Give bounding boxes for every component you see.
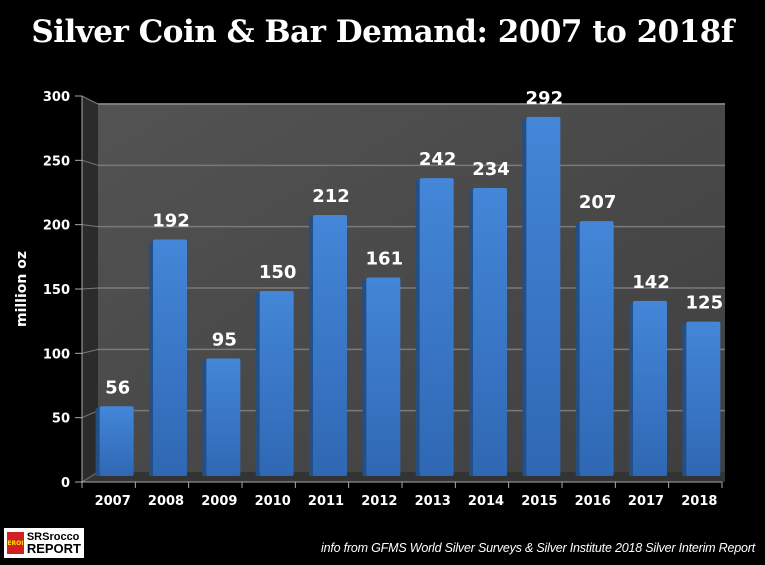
y-tick-label: 50: [52, 412, 70, 427]
srsrocco-report-logo: EROI SRSrocco REPORT: [4, 528, 84, 558]
y-tick-label: 0: [61, 476, 70, 491]
x-tick-label: 2013: [415, 494, 451, 509]
data-label: 207: [579, 192, 617, 213]
logo-line2: REPORT: [26, 541, 81, 556]
plot-floor: [82, 472, 725, 482]
bar: [153, 239, 187, 476]
y-tick-label: 300: [43, 90, 70, 105]
bar-side: [362, 279, 369, 476]
eroi-badge: EROI: [7, 532, 24, 554]
gridline-side: [81, 287, 99, 290]
gridline-side: [81, 159, 99, 166]
y-tick-label: 100: [43, 347, 70, 362]
bar-side: [629, 302, 635, 476]
bar: [473, 187, 507, 476]
bar-side: [469, 189, 475, 476]
x-tick-label: 2014: [468, 494, 504, 509]
bar: [633, 300, 667, 476]
data-label: 212: [312, 186, 350, 207]
y-tick-label: 250: [43, 154, 70, 169]
gridline-side: [81, 410, 99, 419]
y-axis-title: million oz: [14, 251, 30, 327]
gridline-side: [81, 348, 99, 354]
y-tick-label: 200: [43, 219, 70, 234]
x-tick-label: 2012: [361, 494, 397, 509]
bar: [259, 291, 294, 476]
logo-line1: SRSrocco: [26, 531, 80, 543]
y-tick-label: 150: [43, 283, 70, 298]
bars: [95, 116, 721, 477]
data-label: 161: [366, 249, 404, 270]
labels: 0 50 100 150 200 250 300 2007 56 2008 192 2009 95 201…: [43, 88, 723, 509]
data-label: 95: [212, 329, 237, 350]
data-label: 242: [419, 149, 457, 170]
bar: [526, 116, 561, 477]
gridlines: [81, 95, 725, 483]
x-tick-label: 2015: [521, 494, 557, 509]
bar-side: [255, 293, 262, 476]
bar-side: [95, 408, 102, 476]
x-tick-label: 2009: [201, 494, 237, 509]
gridline-side: [81, 224, 99, 228]
bar: [99, 406, 134, 476]
x-tick-label: 2011: [308, 494, 344, 509]
gridline-side: [81, 471, 99, 483]
bar: [366, 277, 401, 476]
bar-side: [682, 323, 689, 476]
data-label: 125: [686, 293, 724, 314]
bar-side: [149, 241, 155, 476]
bar: [313, 214, 347, 477]
data-label: 192: [152, 210, 190, 231]
bar: [206, 358, 241, 476]
data-label: 150: [259, 262, 297, 283]
axes: [75, 95, 723, 488]
x-tick-label: 2018: [681, 494, 717, 509]
data-label: 234: [472, 159, 510, 180]
chart-title: Silver Coin & Bar Demand: 2007 to 2018f: [31, 14, 734, 50]
data-label: 292: [526, 88, 564, 109]
gridline-side: [81, 95, 99, 105]
bar-side: [522, 118, 529, 477]
bar-side: [415, 180, 422, 476]
x-tick-label: 2016: [575, 494, 611, 509]
data-label: 56: [105, 377, 130, 398]
bar-side: [309, 216, 315, 477]
bar: [579, 221, 614, 476]
x-tick-label: 2007: [95, 494, 131, 509]
data-label: 142: [632, 272, 670, 293]
x-tick-label: 2010: [255, 494, 291, 509]
bar-side: [202, 360, 209, 476]
bar-side: [575, 223, 582, 476]
x-tick-label: 2008: [148, 494, 184, 509]
bar: [686, 321, 721, 476]
bar: [419, 178, 454, 476]
x-tick-label: 2017: [628, 494, 664, 509]
source-note: info from GFMS World Silver Surveys & Si…: [321, 541, 755, 555]
